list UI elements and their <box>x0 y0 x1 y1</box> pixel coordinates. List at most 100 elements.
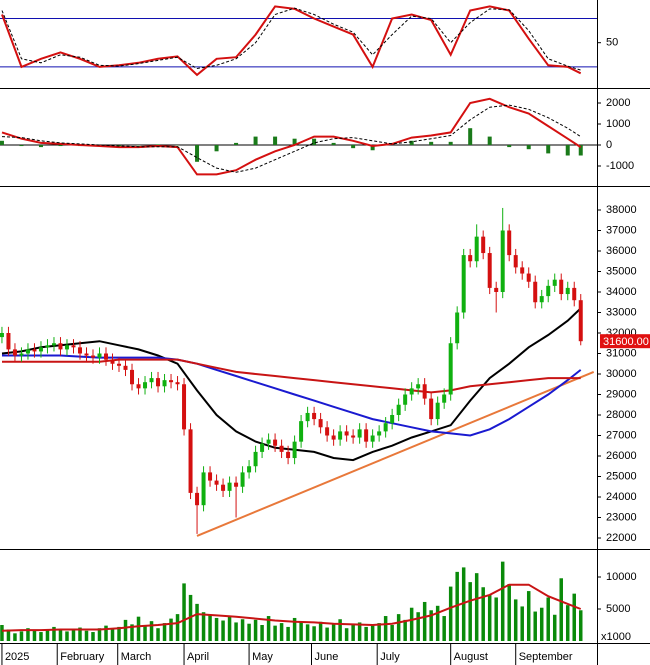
unit-label: x1000 <box>601 631 631 643</box>
candle-body <box>84 353 89 356</box>
candle-body <box>45 345 50 348</box>
candle-body <box>227 482 232 491</box>
volume-bar <box>351 624 355 641</box>
histogram-bar <box>468 128 473 145</box>
volume-bar <box>305 624 310 641</box>
volume-bar <box>500 561 505 641</box>
candle-body <box>474 236 479 262</box>
histogram-bar <box>156 144 161 145</box>
candle-body <box>526 273 531 282</box>
volume-bar <box>143 625 147 641</box>
histogram-bar <box>19 144 24 147</box>
candle-body <box>130 369 135 385</box>
candle-body <box>481 236 486 254</box>
candle-body <box>208 472 213 481</box>
candle-body <box>143 382 148 389</box>
candle-body <box>442 394 447 403</box>
histogram-bar <box>578 144 583 156</box>
candle-body <box>221 484 226 491</box>
histogram-bar <box>429 141 434 145</box>
y-tick-label: 10000 <box>606 571 637 583</box>
volume-average <box>1 583 582 632</box>
volume-bar <box>117 626 121 641</box>
volume-bar <box>572 593 576 641</box>
histogram-bar <box>253 136 258 145</box>
candle-body <box>318 419 323 428</box>
histogram-bar <box>331 142 336 145</box>
volume-bar <box>565 605 570 641</box>
volume-bar <box>58 630 63 641</box>
volume-bar <box>91 632 95 641</box>
histogram-bar <box>409 140 414 145</box>
volume-bar <box>331 623 336 641</box>
candle-body <box>214 480 219 485</box>
volume-bar <box>338 619 342 641</box>
volume-bar <box>448 586 453 641</box>
volume-bar <box>78 627 82 641</box>
volume-bar <box>13 633 17 641</box>
candle-body <box>71 345 76 348</box>
volume-bar <box>442 616 446 641</box>
volume-bar <box>507 584 511 641</box>
candle-body <box>260 443 265 452</box>
candle-body <box>305 412 310 422</box>
candle-body <box>312 412 317 420</box>
candle-body <box>520 267 525 274</box>
candle-body <box>377 431 382 436</box>
x-tick-label: April <box>187 651 209 663</box>
candle-body <box>565 287 570 295</box>
volume-bar <box>208 615 212 641</box>
histogram-bar <box>370 144 375 151</box>
candle-body <box>51 343 56 346</box>
volume-bar <box>71 628 76 641</box>
volume-bar <box>487 594 492 641</box>
x-tick-label: June <box>315 651 339 663</box>
volume-bar <box>162 623 167 641</box>
histogram-bar <box>507 144 512 148</box>
volume-bar <box>195 603 199 641</box>
volume-bar <box>526 591 531 641</box>
candle-body <box>416 384 421 389</box>
candle-body <box>97 353 102 358</box>
candle-body <box>461 255 466 313</box>
candle-body <box>344 431 349 436</box>
y-tick-label: 29000 <box>606 388 637 400</box>
histogram-bar <box>292 138 297 145</box>
volume-bar <box>416 612 420 641</box>
y-tick-label: -1000 <box>606 160 634 172</box>
volume-bar <box>227 616 232 641</box>
candle-body <box>19 353 24 356</box>
volume-bar <box>344 628 349 641</box>
candle-body <box>240 472 245 487</box>
volume-bar <box>357 622 362 641</box>
candle-body <box>351 435 356 438</box>
volume-bar <box>494 597 498 641</box>
volume-bar <box>234 622 238 641</box>
volume-bar <box>52 626 56 641</box>
volume-bar <box>84 630 89 641</box>
candle-body <box>273 439 278 446</box>
volume-bar <box>0 624 4 641</box>
y-tick-label: 31000 <box>606 347 637 359</box>
volume-bar <box>156 628 160 641</box>
candle-body <box>448 343 453 395</box>
volume-bar <box>221 620 225 641</box>
x-tick-label: February <box>60 651 105 663</box>
histogram-bar <box>351 144 356 149</box>
stoch-line <box>1 5 582 77</box>
volume-bar <box>422 601 427 641</box>
candle-body <box>58 343 63 350</box>
volume-bar <box>396 614 401 641</box>
candle-body <box>90 355 95 358</box>
histogram-bar <box>565 144 570 156</box>
candle-body <box>494 287 499 292</box>
histogram-bar <box>0 140 4 145</box>
candle-body <box>175 382 180 385</box>
volume-bar <box>539 607 544 641</box>
y-tick-label: 23000 <box>606 511 637 523</box>
volume-bar <box>26 628 30 641</box>
volume-bar <box>273 625 277 641</box>
volume-bar <box>474 573 479 641</box>
histogram-bar <box>214 144 219 152</box>
